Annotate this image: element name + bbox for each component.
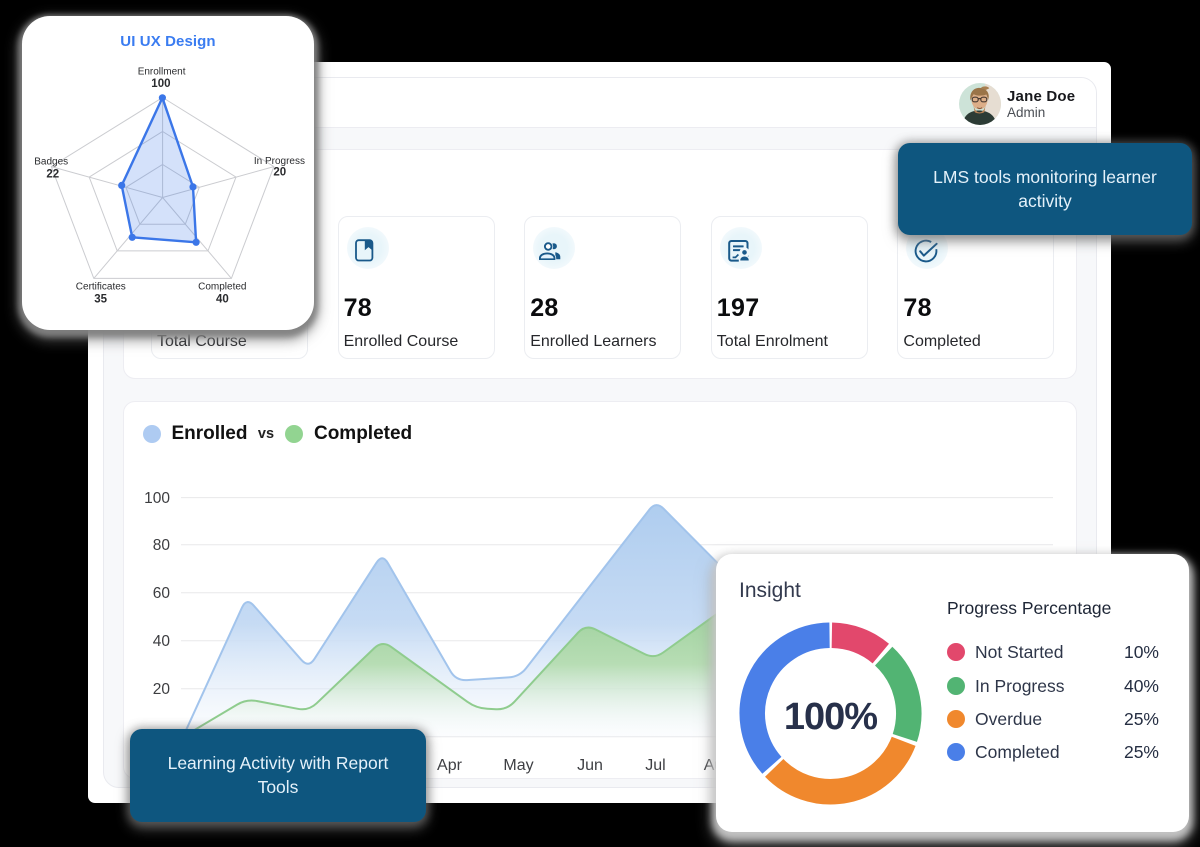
svg-text:In Progress: In Progress — [254, 156, 305, 167]
svg-text:22: 22 — [46, 169, 59, 181]
svg-text:100: 100 — [151, 78, 170, 90]
svg-text:40: 40 — [216, 294, 229, 306]
svg-text:May: May — [503, 757, 533, 774]
svg-text:35: 35 — [94, 294, 107, 306]
svg-text:Enrollment: Enrollment — [138, 66, 186, 77]
svg-text:60: 60 — [153, 585, 171, 602]
svg-text:Apr: Apr — [437, 757, 463, 774]
svg-text:Completed: Completed — [198, 282, 246, 293]
svg-text:Badges: Badges — [34, 157, 68, 168]
svg-text:100: 100 — [144, 490, 170, 507]
svg-text:80: 80 — [153, 537, 171, 554]
svg-text:Certificates: Certificates — [76, 282, 126, 293]
svg-text:100%: 100% — [784, 696, 877, 738]
svg-text:Jun: Jun — [577, 757, 603, 774]
svg-text:20: 20 — [273, 167, 286, 179]
svg-text:40: 40 — [153, 633, 171, 650]
svg-text:20: 20 — [153, 681, 171, 698]
svg-text:Jul: Jul — [645, 757, 665, 774]
